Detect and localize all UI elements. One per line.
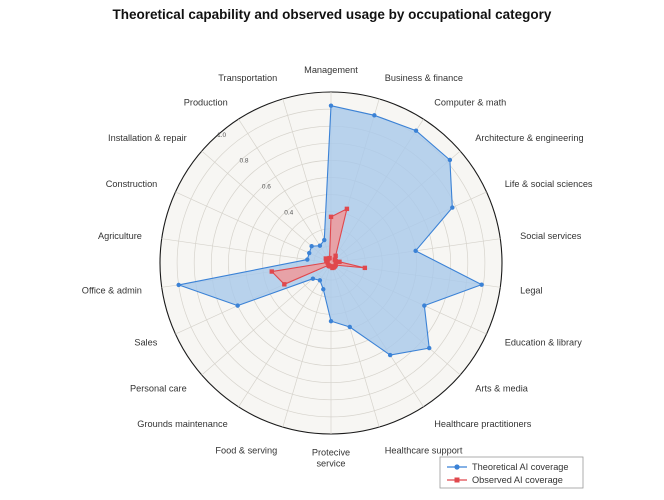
data-point-observed-ai-coverage-life-and-social-sciences (333, 258, 338, 264)
data-point-observed-ai-coverage-sales (282, 282, 287, 287)
category-label-protective-service: Protecive service (312, 448, 350, 469)
grid-spoke (201, 262, 332, 376)
data-point-theoretical-ai-coverage-business-and-finance (372, 113, 377, 118)
legend-observed-marker (454, 477, 460, 483)
data-point-theoretical-ai-coverage-healthcare-practitioners (387, 352, 393, 358)
grid-spoke (161, 238, 332, 264)
data-point-theoretical-ai-coverage-grounds-maintenance (317, 278, 323, 283)
category-label-social-services: Social services (520, 231, 582, 241)
data-point-theoretical-ai-coverage-transportation (322, 237, 327, 243)
category-label-arts-and-media: Arts & media (475, 383, 528, 393)
category-label-healthcare-support: Healthcare support (385, 446, 463, 456)
data-point-theoretical-ai-coverage-computer-and-math (413, 128, 419, 133)
data-point-theoretical-ai-coverage-construction (307, 250, 312, 256)
grid-spoke (238, 262, 332, 408)
chart-title: Theoretical capability and observed usag… (113, 7, 552, 22)
data-point-observed-ai-coverage-office-and-admin (269, 269, 274, 274)
legend: Theoretical AI coverage Observed AI cove… (439, 456, 584, 489)
legend-observed-label: Observed AI coverage (472, 475, 563, 485)
data-point-theoretical-ai-coverage-production (317, 243, 323, 248)
data-point-theoretical-ai-coverage-education-and-library (422, 303, 427, 308)
data-point-theoretical-ai-coverage-installation-and-repair (309, 244, 314, 249)
data-point-theoretical-ai-coverage-management (328, 103, 334, 108)
radial-tick-label: 1.0 (217, 132, 226, 139)
data-point-theoretical-ai-coverage-agriculture (305, 257, 310, 262)
legend-theoretical-label: Theoretical AI coverage (472, 462, 569, 472)
data-point-theoretical-ai-coverage-personal-care (310, 276, 316, 281)
category-labels: Management Business & finance Computer & m… (82, 65, 593, 469)
category-label-grounds-maintenance: Grounds maintenance (137, 419, 227, 429)
data-point-observed-ai-coverage-transportation (327, 255, 332, 261)
data-point-observed-ai-coverage-installation-and-repair (323, 256, 329, 261)
series-layer (176, 103, 484, 358)
grid-spoke (238, 118, 332, 264)
category-label-production: Production (184, 98, 228, 108)
category-label-management: Management (304, 65, 358, 75)
data-point-observed-ai-coverage-management (328, 214, 334, 220)
data-point-observed-ai-coverage-computer-and-math (333, 253, 338, 259)
grid-spoke (175, 191, 332, 264)
category-label-sales: Sales (134, 338, 157, 348)
legend-item-theoretical: Theoretical AI coverage (447, 462, 569, 472)
data-point-observed-ai-coverage-social-services (337, 259, 342, 264)
category-label-construction: Construction (106, 179, 158, 189)
category-label-education-and-library: Education & library (505, 338, 583, 348)
data-point-theoretical-ai-coverage-sales (235, 303, 240, 308)
legend-box (439, 456, 584, 489)
radial-tick-label: 0.8 (239, 158, 248, 165)
category-label-business-and-finance: Business & finance (385, 73, 463, 83)
data-point-theoretical-ai-coverage-life-and-social-sciences (450, 205, 455, 210)
radial-tick-labels: 0.4 0.6 0.8 1.0 (217, 132, 294, 217)
data-point-theoretical-ai-coverage-social-services (413, 248, 418, 254)
radial-tick-label: 0.6 (262, 184, 271, 191)
category-label-personal-care: Personal care (130, 383, 187, 393)
category-label-legal: Legal (520, 285, 542, 295)
data-point-theoretical-ai-coverage-food-and-serving (321, 287, 326, 292)
data-point-observed-ai-coverage-legal (362, 265, 368, 271)
category-label-installation-and-repair: Installation & repair (108, 133, 187, 143)
radial-tick-label: 0.4 (284, 209, 293, 216)
grid-spoke (282, 98, 332, 264)
category-label-food-and-serving: Food & serving (215, 446, 277, 456)
data-point-observed-ai-coverage-business-and-finance (344, 206, 350, 212)
category-label-computer-and-math: Computer & math (434, 98, 506, 108)
category-label-agriculture: Agriculture (98, 231, 142, 241)
data-point-theoretical-ai-coverage-protective-service (328, 318, 334, 324)
data-point-theoretical-ai-coverage-healthcare-support (347, 324, 352, 330)
data-point-theoretical-ai-coverage-architecture-and-engineering (447, 157, 453, 163)
data-point-theoretical-ai-coverage-office-and-admin (176, 282, 181, 288)
category-label-architecture-and-engineering: Architecture & engineering (475, 133, 583, 143)
grid-spoke (201, 150, 332, 264)
data-point-theoretical-ai-coverage-legal (479, 282, 484, 287)
category-label-transportation: Transportation (218, 73, 277, 83)
legend-theoretical-marker (454, 464, 460, 470)
category-label-life-and-social-sciences: Life & social sciences (505, 179, 593, 189)
data-point-theoretical-ai-coverage-arts-and-media (427, 345, 432, 351)
series-observed-ai-coverage (269, 206, 368, 287)
category-label-office-and-admin: Office & admin (82, 285, 142, 295)
data-point-observed-ai-coverage-personal-care (326, 263, 331, 268)
legend-item-observed: Observed AI coverage (447, 475, 563, 485)
category-label-healthcare-practitioners: Healthcare practitioners (434, 419, 531, 429)
